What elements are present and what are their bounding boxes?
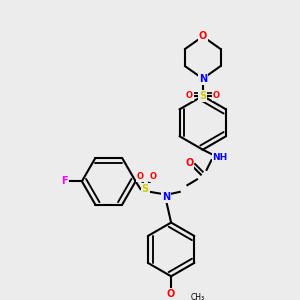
Text: CH₃: CH₃	[190, 293, 204, 300]
Text: O: O	[185, 158, 194, 168]
Text: O: O	[167, 289, 175, 298]
Text: O: O	[137, 172, 144, 181]
Text: S: S	[199, 91, 206, 101]
Text: N: N	[199, 74, 207, 84]
Text: O: O	[149, 172, 156, 181]
Text: NH: NH	[212, 153, 228, 162]
Text: O: O	[213, 92, 220, 100]
Text: N: N	[162, 192, 170, 202]
Text: F: F	[61, 176, 68, 186]
Text: S: S	[142, 184, 149, 194]
Text: O: O	[186, 92, 193, 100]
Text: O: O	[199, 32, 207, 41]
